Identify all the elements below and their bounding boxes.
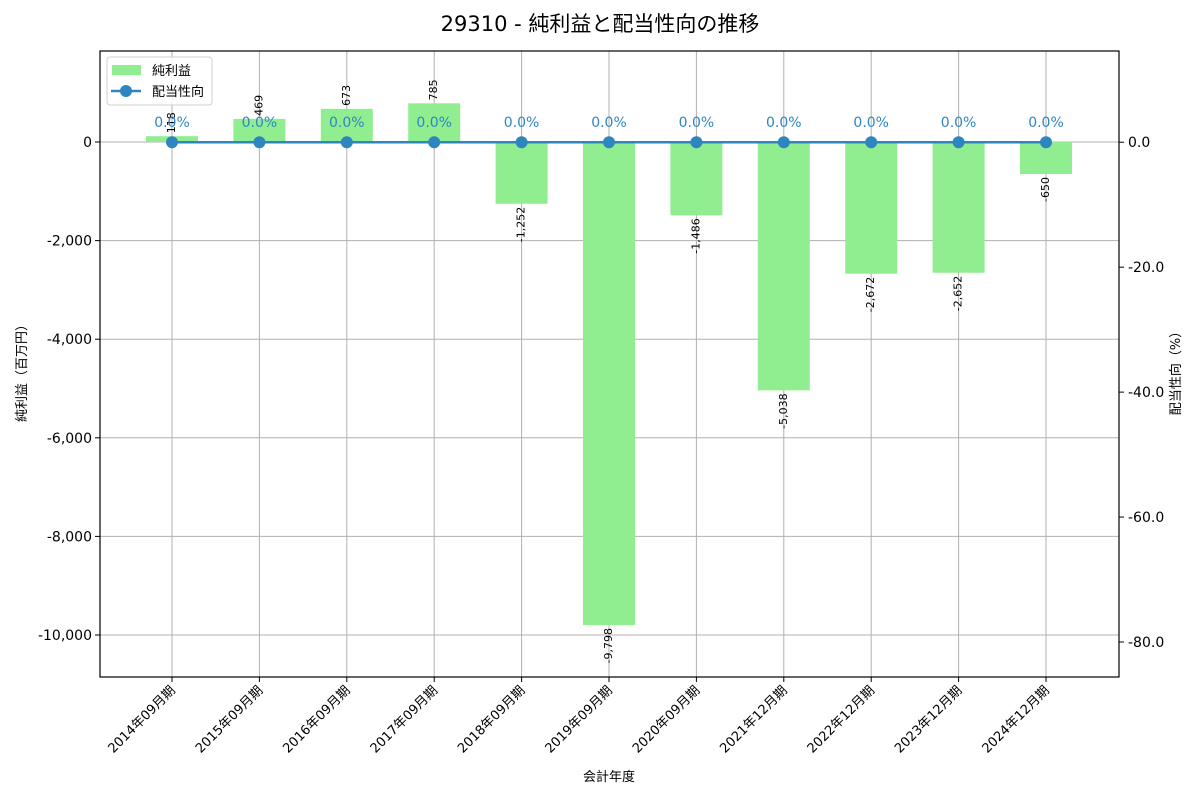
x-tick-label: 2016年09月期: [280, 683, 353, 756]
x-tick-label: 2019年09月期: [543, 683, 616, 756]
bar-net-income: [757, 142, 810, 391]
payout-ratio-marker: [777, 136, 790, 149]
y-tick-label: -4,000: [47, 332, 92, 348]
bar-net-income: [408, 103, 461, 143]
bar-value-label: 785: [427, 79, 440, 100]
x-tick-label: 2017年09月期: [368, 683, 441, 756]
y-right-tick-label: -40.0: [1128, 385, 1164, 401]
x-tick-label: 2022年12月期: [805, 683, 878, 756]
x-tick-label: 2014年09月期: [106, 683, 179, 756]
payout-ratio-marker: [865, 136, 878, 149]
y-tick-label: -10,000: [38, 628, 92, 644]
x-tick-label: 2018年09月期: [455, 683, 528, 756]
y-right-tick-label: -80.0: [1128, 635, 1164, 651]
legend-label-payout-ratio: 配当性向: [152, 84, 204, 100]
x-tick-label: 2015年09月期: [193, 683, 266, 756]
bar-value-label: -9,798: [602, 628, 615, 663]
legend-marker-icon: [120, 85, 132, 97]
payout-ratio-label: 0.0%: [853, 115, 889, 131]
y-right-tick-label: 0.0: [1128, 135, 1150, 151]
bar-net-income: [583, 142, 635, 626]
x-tick-label: 2020年09月期: [630, 683, 703, 756]
y-tick-label: -2,000: [47, 234, 92, 250]
y-axis-label: 純利益（百万円）: [15, 318, 30, 422]
payout-ratio-label: 0.0%: [416, 115, 452, 131]
bar-value-label: -1,486: [689, 218, 702, 253]
payout-ratio-marker: [428, 136, 441, 149]
payout-ratio-marker: [166, 136, 178, 149]
payout-ratio-marker: [515, 136, 528, 149]
payout-ratio-label: 0.0%: [679, 115, 715, 131]
bar-value-label: -650: [1039, 177, 1052, 202]
x-tick-label: 2024年12月期: [980, 683, 1053, 756]
payout-ratio-label: 0.0%: [329, 115, 365, 131]
bar-net-income: [670, 142, 723, 216]
payout-ratio-marker: [340, 136, 353, 149]
payout-ratio-marker: [253, 136, 266, 149]
x-tick-label: 2023年12月期: [892, 683, 965, 756]
payout-ratio-marker: [690, 136, 703, 149]
y-tick-label: -8,000: [47, 529, 92, 545]
bar-value-label: 469: [252, 95, 265, 116]
y-tick-label: -6,000: [47, 431, 92, 447]
bar-value-label: -5,038: [777, 393, 790, 428]
payout-ratio-label: 0.0%: [591, 115, 627, 131]
payout-ratio-marker: [952, 136, 965, 149]
payout-ratio-marker: [603, 136, 615, 149]
bar-value-label: -1,252: [515, 207, 528, 242]
y-right-axis-label: 配当性向（%）: [1168, 325, 1184, 415]
x-axis-label: 会計年度: [583, 769, 635, 785]
bar-value-label: 673: [340, 85, 353, 106]
bar-net-income: [932, 142, 985, 273]
chart-title: 29310 - 純利益と配当性向の推移: [440, 12, 760, 36]
bar-value-label: -2,652: [952, 276, 965, 311]
y-right-tick-label: -20.0: [1128, 260, 1164, 276]
bar-net-income: [845, 142, 898, 274]
y-right-tick-label: -60.0: [1128, 510, 1164, 526]
payout-ratio-marker: [1040, 136, 1052, 149]
bar-value-label: 118: [165, 112, 178, 133]
payout-ratio-label: 0.0%: [766, 115, 802, 131]
payout-ratio-label: 0.0%: [242, 115, 278, 131]
payout-ratio-label: 0.0%: [941, 115, 977, 131]
y-tick-label: 0: [83, 135, 92, 151]
legend-bar-swatch: [112, 65, 141, 75]
bar-net-income: [233, 118, 286, 143]
legend-label-net-income: 純利益: [152, 64, 191, 79]
payout-ratio-label: 0.0%: [1028, 115, 1064, 131]
payout-ratio-label: 0.0%: [154, 115, 190, 131]
payout-ratio-label: 0.0%: [504, 115, 540, 131]
x-tick-label: 2021年12月期: [717, 683, 790, 756]
bar-value-label: -2,672: [864, 277, 877, 312]
bar-net-income: [495, 142, 548, 204]
